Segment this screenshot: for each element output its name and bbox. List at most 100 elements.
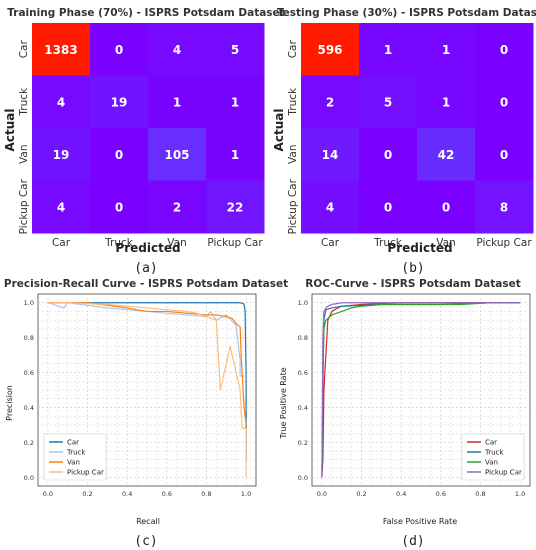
cell-value-label: 1 (384, 43, 392, 57)
legend (43, 433, 107, 481)
y-tick-label: Truck (18, 87, 30, 117)
y-axis-label-d: True Positive Rate (279, 367, 288, 439)
x-tick-label: 0.8 (201, 490, 211, 498)
cell-value-label: 0 (384, 148, 392, 162)
cell-value-label: 1 (231, 95, 239, 109)
y-tick-label: Pickup Car (287, 178, 299, 234)
heatmap-cell (417, 75, 476, 129)
x-tick-label: 0.6 (436, 490, 446, 498)
heatmap-cell (148, 75, 207, 129)
x-tick-label: Truck (373, 237, 403, 249)
legend-label: Truck (66, 449, 86, 457)
cell-value-label: 5 (231, 43, 239, 57)
y-tick-label: 1.0 (24, 299, 34, 307)
cell-value-label: 1 (173, 95, 181, 109)
caption-d: (d) (401, 534, 424, 549)
cell-value-label: 0 (500, 43, 508, 57)
cell-value-label: 22 (227, 200, 244, 214)
y-tick-label: Truck (287, 87, 299, 117)
x-axis-label-c: Recall (136, 517, 160, 526)
roc-chart: ROC-Curve - ISPRS Potsdam Dataset 0.0 0.2… (279, 278, 531, 549)
y-tick-labels-b: Car Truck Van Pickup Car (287, 40, 299, 235)
caption-a: (a) (134, 261, 157, 276)
heatmap-cell (359, 75, 418, 129)
heatmap-cell (475, 23, 534, 76)
x-tick-label: 0.2 (82, 490, 92, 498)
y-axis-label-c: Precision (5, 385, 14, 421)
y-tick-label: 0.6 (24, 369, 34, 377)
plot-area-d: 0.0 0.2 0.4 0.6 0.8 1.0 0.0 0.2 0.4 0.6 0.8 1.0 Car T… (298, 293, 531, 498)
heatmap-cell (206, 75, 265, 129)
heatmap-cell (90, 23, 149, 76)
heatmap-cell (148, 180, 207, 234)
cell-value-label: 105 (164, 148, 189, 162)
heatmap-cell (475, 180, 534, 234)
x-tick-label: Van (167, 237, 186, 249)
heatmap-cell (359, 23, 418, 76)
legend-label: Car (485, 439, 497, 447)
legend-label: Van (485, 459, 498, 467)
x-axis-label-a: Predicted (115, 241, 180, 255)
x-axis-label-d: False Positive Rate (383, 517, 457, 526)
cell-value-label: 0 (500, 148, 508, 162)
heatmap-cells-a: 1383 0 4 54 19 1 119 0 105 14 0 2 22 (32, 23, 265, 234)
heatmap-cell (148, 23, 207, 76)
y-tick-label: Van (287, 145, 299, 164)
cell-value-label: 2 (173, 200, 181, 214)
y-tick-labels-a: Car Truck Van Pickup Car (18, 40, 30, 235)
y-axis-label-a: Actual (3, 109, 17, 152)
cell-value-label: 0 (500, 95, 508, 109)
cell-value-label: 19 (53, 148, 70, 162)
cell-value-label: 596 (317, 43, 342, 57)
cell-value-label: 0 (115, 43, 123, 57)
x-axis-label-b: Predicted (387, 241, 452, 255)
confusion-matrix-testing: Testing Phase (30%) - ISPRS Potsdam Data… (272, 7, 536, 276)
x-tick-label: 0.4 (396, 490, 406, 498)
plot-area-c: 0.0 0.2 0.4 0.6 0.8 1.0 0.0 0.2 0.4 0.6 0.8 1.0 Car T… (24, 293, 257, 498)
heatmap-cell (148, 128, 207, 181)
series-line-van (321, 302, 521, 478)
y-tick-label: 0.2 (298, 439, 308, 447)
cell-value-label: 1 (442, 43, 450, 57)
series-line-pickup-car (321, 302, 521, 478)
heatmap-cell (32, 75, 91, 129)
y-tick-label: Car (287, 40, 299, 59)
series-line-van (47, 302, 247, 425)
y-tick-label: 0.4 (24, 404, 34, 412)
x-tick-label: Truck (104, 237, 134, 249)
chart-title-b: Testing Phase (30%) - ISPRS Potsdam Data… (277, 7, 536, 19)
cell-value-label: 4 (326, 200, 334, 214)
series-line-pickup-car (47, 302, 247, 478)
heatmap-cell (301, 180, 360, 234)
heatmap-cell (32, 128, 91, 181)
cell-value-label: 1 (231, 148, 239, 162)
cell-value-label: 4 (173, 43, 181, 57)
heatmap-cell (90, 128, 149, 181)
x-tick-label: 0.6 (162, 490, 172, 498)
cell-value-label: 1383 (44, 43, 77, 57)
x-tick-label: 0.4 (122, 490, 132, 498)
y-tick-label: Pickup Car (18, 178, 30, 234)
heatmap-cell (359, 128, 418, 181)
cell-value-label: 0 (442, 200, 450, 214)
y-tick-label: Car (18, 40, 30, 59)
cell-value-label: 4 (57, 200, 65, 214)
x-tick-label: 0.2 (356, 490, 366, 498)
x-tick-label: 1.0 (515, 490, 525, 498)
heatmap-cell (475, 75, 534, 129)
x-tick-label: Pickup Car (207, 237, 263, 249)
y-tick-label: 0.0 (298, 474, 308, 482)
caption-c: (c) (134, 534, 157, 549)
x-tick-label: Car (52, 237, 71, 249)
heatmap-cells-b: 596 1 1 0 2 5 1 0 14 0 42 0 4 0 0 8 (301, 23, 534, 234)
cell-value-label: 0 (115, 200, 123, 214)
cell-value-label: 42 (438, 148, 455, 162)
chart-title-a: Training Phase (70%) - ISPRS Potsdam Dat… (7, 7, 284, 19)
x-tick-label: 0.0 (317, 490, 327, 498)
x-tick-label: Pickup Car (476, 237, 532, 249)
cell-value-label: 8 (500, 200, 508, 214)
cell-value-label: 14 (322, 148, 339, 162)
heatmap-cell (301, 75, 360, 129)
heatmap-cell (301, 23, 360, 76)
